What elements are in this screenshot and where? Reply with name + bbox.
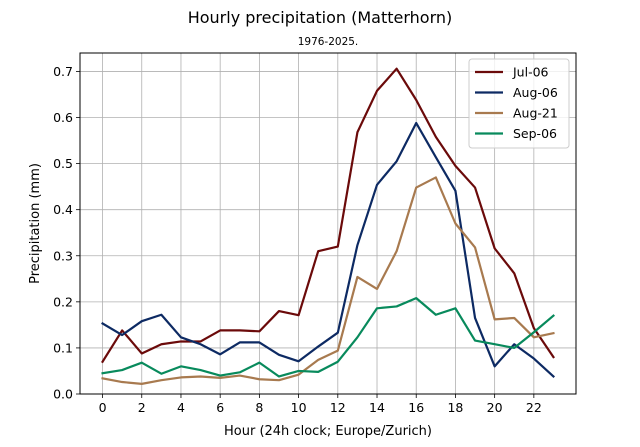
x-tick-label: 6 [216,400,224,415]
chart-title: Hourly precipitation (Matterhorn) [188,8,453,27]
chart-subtitle: 1976-2025. [298,36,359,48]
series-line-aug-06 [101,121,556,379]
x-tick-label: 16 [408,400,424,415]
x-tick-label: 14 [369,400,385,415]
y-axis-ticks: 0.0 0.1 0.2 0.3 0.4 0.5 0.6 0.7 [53,64,80,402]
x-axis-label: Hour (24h clock; Europe/Zurich) [224,424,432,439]
legend-label: Sep-06 [513,126,557,141]
x-axis-ticks: 0 2 4 6 8 10 12 14 16 18 20 22 [99,394,542,415]
legend-label: Jul-06 [512,65,549,80]
x-tick-label: 8 [255,400,263,415]
x-tick-label: 0 [99,400,107,415]
y-tick-label: 0.3 [53,248,73,263]
y-tick-label: 0.2 [53,294,73,309]
legend-label: Aug-21 [513,106,558,121]
series-line-sep-06 [101,297,556,378]
y-axis-label: Precipitation (mm) [28,163,43,284]
series-lines [101,67,556,385]
legend-label: Aug-06 [513,85,558,100]
legend: Jul-06 Aug-06 Aug-21 Sep-06 [468,58,570,149]
y-tick-label: 0.6 [53,110,73,125]
y-tick-label: 0.5 [53,156,73,171]
y-tick-label: 0.4 [53,202,73,217]
y-tick-label: 0.1 [53,340,73,355]
plot-area-frame [79,52,577,395]
y-tick-label: 0.7 [53,64,73,79]
series-line-aug-21 [101,176,555,385]
y-tick-label: 0.0 [53,387,73,402]
x-tick-label: 20 [487,400,503,415]
x-tick-label: 4 [177,400,185,415]
legend-box [468,58,570,149]
x-tick-label: 22 [526,400,542,415]
x-tick-label: 10 [291,400,307,415]
x-tick-label: 12 [330,400,346,415]
x-tick-label: 2 [138,400,146,415]
x-tick-label: 18 [447,400,463,415]
series-line-jul-06 [101,67,555,364]
